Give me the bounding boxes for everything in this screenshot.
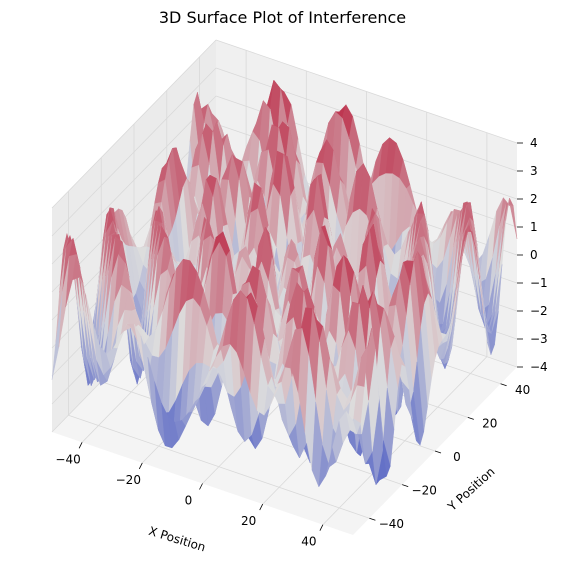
x-tick — [319, 524, 324, 531]
x-tick-label: 40 — [301, 535, 316, 549]
y-tick-label: 20 — [482, 416, 497, 430]
left-grid-z — [51, 67, 217, 237]
floor-grid-y — [68, 414, 370, 519]
x-tick-label: 0 — [185, 494, 193, 508]
chart-title: 3D Surface Plot of Interference — [158, 8, 407, 27]
z-tick-label: −1 — [530, 276, 548, 290]
y-tick-label: −20 — [412, 484, 437, 498]
surface-patch — [346, 411, 358, 435]
x-tick — [138, 462, 143, 470]
z-tick-label: −3 — [530, 332, 548, 346]
y-tick-label: 0 — [453, 450, 461, 464]
z-tick-label: 3 — [530, 164, 538, 178]
z-tick-label: −4 — [530, 360, 548, 374]
x-tick — [78, 442, 83, 449]
z-tick-label: 2 — [530, 192, 538, 206]
left-grid-z — [51, 39, 217, 209]
y-tick-label: 40 — [515, 383, 530, 397]
y-axis-label: Y Position — [444, 464, 497, 514]
y-tick-label: −40 — [379, 517, 404, 531]
y-tick — [369, 517, 376, 521]
x-tick — [259, 503, 264, 511]
y-tick — [467, 417, 474, 420]
left-grid-z — [51, 95, 217, 265]
z-tick-label: 1 — [530, 220, 538, 234]
y-tick — [500, 383, 507, 387]
back-grid-z — [215, 39, 518, 144]
back-grid-z — [215, 67, 518, 172]
z-tick-label: 0 — [530, 248, 538, 262]
x-tick-label: −20 — [116, 473, 141, 487]
x-tick-label: 20 — [241, 514, 256, 528]
x-tick — [199, 483, 203, 490]
y-tick — [434, 450, 442, 454]
z-tick-label: −2 — [530, 304, 548, 318]
x-axis-label: X Position — [147, 524, 207, 555]
y-tick — [402, 484, 409, 487]
z-tick-label: 4 — [530, 136, 538, 150]
x-tick-label: −40 — [55, 452, 80, 466]
